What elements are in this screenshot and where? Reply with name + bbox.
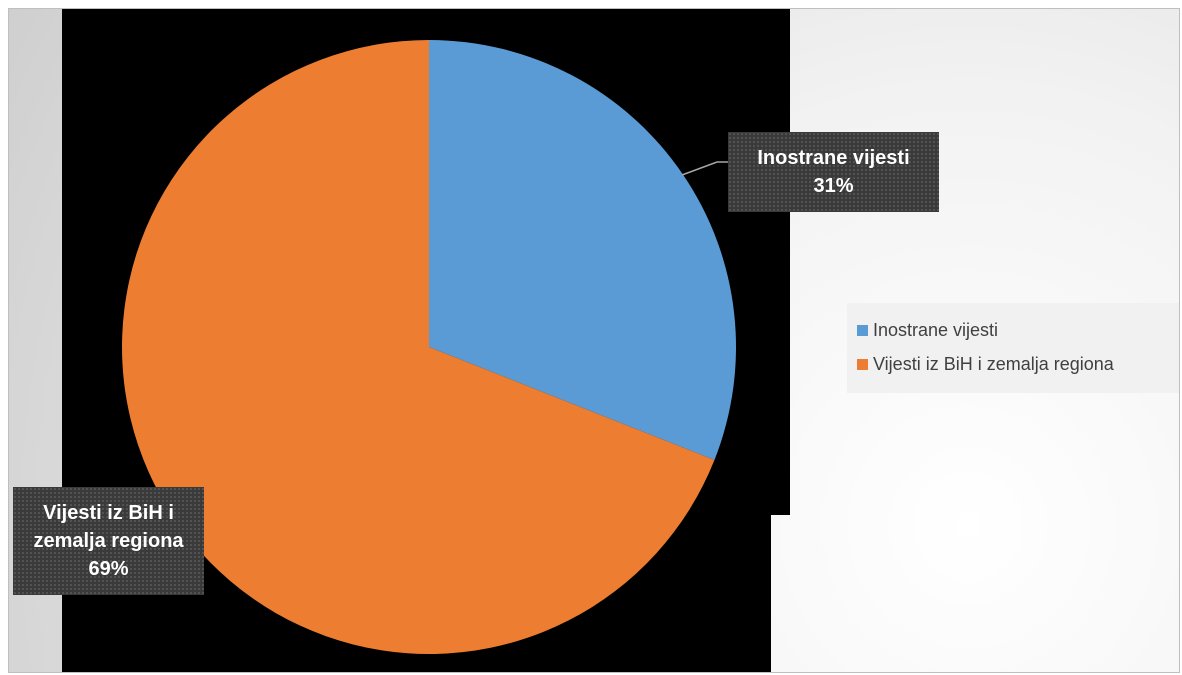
legend-item-inostrane: Inostrane vijesti [857,313,1179,347]
leader-line [681,161,733,176]
chart-area: Inostrane vijesti 31% Vijesti iz BiH i z… [8,8,1180,673]
data-label-inostrane-name: Inostrane vijesti [757,147,910,169]
legend-item-vijesti-bih: Vijesti iz BiH i zemalja regiona [857,347,1179,381]
legend-swatch-inostrane [857,324,868,336]
data-label-vijesti-bih-name-line2: zemalja regiona [33,530,184,552]
legend-label-vijesti-bih: Vijesti iz BiH i zemalja regiona [873,353,1114,374]
legend-label-inostrane: Inostrane vijesti [873,319,999,340]
data-label-inostrane: Inostrane vijesti 31% [728,132,939,212]
pie-slice-vijesti-bih [121,40,715,654]
data-label-vijesti-bih-value: 69% [88,558,129,580]
legend: Inostrane vijesti Vijesti iz BiH i zemal… [847,303,1179,393]
data-label-inostrane-value: 31% [813,175,854,197]
pie-slice-inostrane [429,40,736,461]
legend-swatch-vijesti-bih [857,358,868,370]
data-label-vijesti-bih-name-line1: Vijesti iz BiH i [43,502,174,524]
pie-chart [121,40,736,654]
data-label-vijesti-bih: Vijesti iz BiH i zemalja regiona 69% [13,487,204,595]
